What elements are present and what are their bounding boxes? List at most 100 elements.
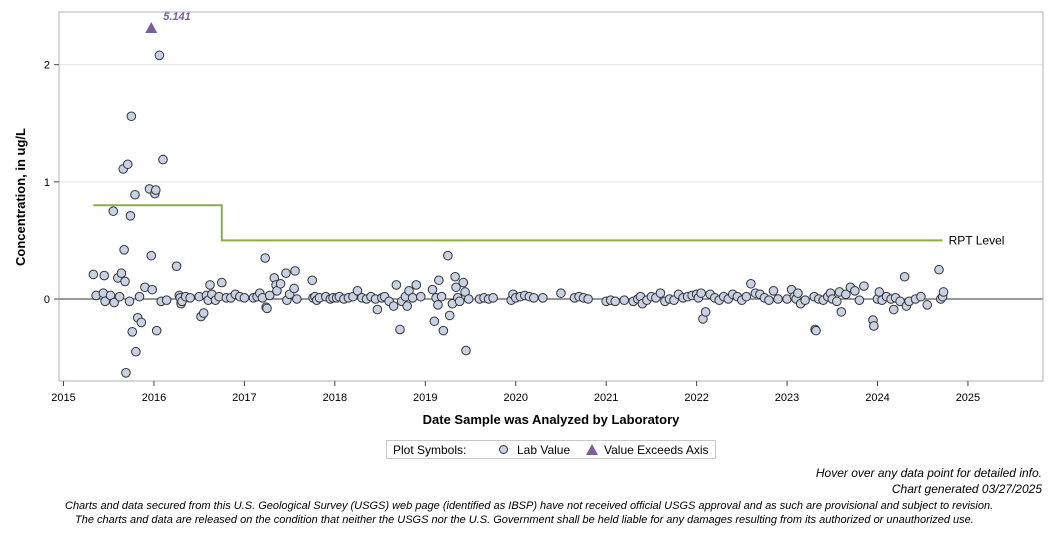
lab-value-point[interactable] <box>888 304 899 315</box>
lab-value-point[interactable] <box>150 185 161 195</box>
exceeds-axis-markers[interactable]: 5.141 <box>145 11 191 33</box>
lab-value-point[interactable] <box>289 283 299 294</box>
lab-value-point[interactable] <box>120 276 130 287</box>
lab-value-point[interactable] <box>161 295 172 305</box>
lab-value-point[interactable] <box>451 282 461 293</box>
lab-value-point[interactable] <box>281 268 291 279</box>
lab-value-point[interactable] <box>125 211 136 221</box>
lab-value-point[interactable] <box>402 301 412 311</box>
lab-value-point[interactable] <box>127 327 138 337</box>
lab-value-point[interactable] <box>88 269 99 280</box>
lab-value-point[interactable] <box>436 291 447 302</box>
lab-value-point[interactable] <box>556 288 566 298</box>
lab-value-point[interactable] <box>741 291 752 302</box>
lab-value-point[interactable] <box>264 290 275 301</box>
lab-value-point[interactable] <box>538 293 548 303</box>
lab-value-point[interactable] <box>205 280 215 290</box>
lab-value-point[interactable] <box>198 308 209 318</box>
lab-value-point[interactable] <box>433 300 443 310</box>
lab-value-point[interactable] <box>841 289 851 300</box>
lab-value-point[interactable] <box>415 291 426 302</box>
lab-value-point[interactable] <box>126 111 137 122</box>
lab-value-point[interactable] <box>109 297 119 308</box>
lab-value-point[interactable] <box>438 325 449 336</box>
lab-value-point[interactable] <box>869 321 879 331</box>
lab-value-point[interactable] <box>854 295 865 305</box>
lab-value-point[interactable] <box>773 294 783 304</box>
lab-value-point[interactable] <box>260 253 271 263</box>
lab-value-point[interactable] <box>800 295 810 305</box>
lab-value-point[interactable] <box>427 284 438 295</box>
lab-value-point[interactable] <box>461 345 471 356</box>
lab-value-point[interactable] <box>216 277 227 288</box>
lab-value-point[interactable] <box>454 296 465 307</box>
lab-value-point[interactable] <box>934 264 944 275</box>
lab-value-point[interactable] <box>450 271 460 282</box>
lab-value-point[interactable] <box>768 286 779 296</box>
lab-value-point[interactable] <box>124 296 135 307</box>
lab-value-point[interactable] <box>108 206 119 216</box>
lab-value-point[interactable] <box>121 368 131 378</box>
lab-value-point[interactable] <box>114 291 125 302</box>
lab-value-point[interactable] <box>391 280 402 290</box>
lab-value-point[interactable] <box>352 286 363 296</box>
y-axis: 0 1 2 <box>44 60 59 306</box>
lab-value-point[interactable] <box>444 310 455 321</box>
lab-value-point[interactable] <box>122 159 133 170</box>
lab-value-point[interactable] <box>275 278 286 289</box>
lab-value-point[interactable] <box>764 295 774 305</box>
lab-value-point[interactable] <box>700 307 711 317</box>
lab-value-point[interactable] <box>610 296 621 307</box>
lab-value-point[interactable] <box>899 271 910 282</box>
lab-value-point[interactable] <box>307 275 318 286</box>
lab-value-point[interactable] <box>158 154 168 165</box>
lab-value-point[interactable] <box>239 293 250 303</box>
lab-value-point[interactable] <box>463 294 474 304</box>
lab-value-point[interactable] <box>583 294 593 304</box>
lab-value-point[interactable] <box>116 268 127 279</box>
lab-value-point[interactable] <box>922 300 933 310</box>
lab-value-point[interactable] <box>388 301 399 311</box>
lab-value-point[interactable] <box>100 296 110 307</box>
lab-value-point[interactable] <box>119 245 129 255</box>
lab-value-points[interactable] <box>88 50 949 378</box>
lab-value-point[interactable] <box>131 346 141 357</box>
lab-value-point[interactable] <box>793 288 803 298</box>
lab-value-point[interactable] <box>292 294 302 304</box>
lab-value-point[interactable] <box>811 325 821 336</box>
lab-value-point[interactable] <box>154 50 165 61</box>
lab-value-point[interactable] <box>529 293 539 303</box>
lab-value-point[interactable] <box>147 284 157 295</box>
lab-value-point[interactable] <box>443 250 453 261</box>
lab-value-point[interactable] <box>185 293 195 303</box>
lab-value-point[interactable] <box>134 291 145 302</box>
lab-value-point[interactable] <box>411 280 422 290</box>
lab-value-point[interactable] <box>171 261 182 272</box>
lab-value-point[interactable] <box>746 278 756 289</box>
lab-value-point[interactable] <box>407 293 418 303</box>
lab-value-point[interactable] <box>130 189 140 200</box>
lab-value-point[interactable] <box>429 316 440 327</box>
lab-value-point[interactable] <box>372 304 383 315</box>
lab-value-point[interactable] <box>938 287 949 297</box>
lab-value-point[interactable] <box>146 250 157 261</box>
lab-value-point[interactable] <box>136 317 147 328</box>
lab-value-point[interactable] <box>488 293 498 303</box>
lab-value-point[interactable] <box>434 275 444 286</box>
lab-value-point[interactable] <box>151 325 162 336</box>
lab-value-point[interactable] <box>831 296 842 307</box>
lab-value-point[interactable] <box>99 270 110 281</box>
lab-value-point[interactable] <box>655 288 666 298</box>
lab-value-point[interactable] <box>395 324 405 335</box>
lab-value-point[interactable] <box>262 303 272 314</box>
lab-value-point[interactable] <box>916 291 926 302</box>
lab-value-point[interactable] <box>458 277 469 288</box>
lab-value-point[interactable] <box>859 281 869 291</box>
exceeds-axis-triangle[interactable] <box>145 22 158 33</box>
lab-value-point[interactable] <box>290 266 300 276</box>
lab-value-point[interactable] <box>619 295 630 305</box>
grid-lines <box>59 64 1043 300</box>
lab-value-point[interactable] <box>836 307 847 317</box>
lab-value-point[interactable] <box>850 286 860 296</box>
lab-value-point[interactable] <box>696 288 706 298</box>
